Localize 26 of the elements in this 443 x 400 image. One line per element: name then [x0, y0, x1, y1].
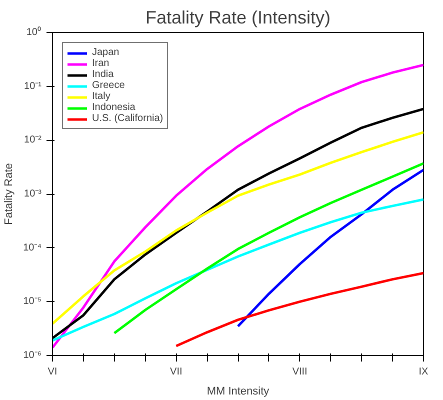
y-tick-label: 10⁻⁵: [23, 296, 42, 308]
y-axis-title: Fatality Rate: [3, 163, 16, 225]
y-tick-label: 10⁻⁶: [23, 350, 42, 361]
legend-label: Italy: [92, 91, 112, 102]
line-series: [174, 272, 424, 348]
legend-label: Greece: [92, 80, 125, 91]
line-series: [113, 162, 424, 334]
line-series: [236, 168, 424, 328]
y-tick-label: 10⁰: [26, 26, 42, 38]
line-series: [52, 131, 424, 325]
y-tick-label: 10⁻⁴: [23, 242, 42, 254]
legend-label: Iran: [92, 58, 110, 69]
line-series: [52, 198, 424, 342]
x-tick-label: VIII: [292, 366, 308, 378]
x-tick-label: VII: [170, 366, 182, 378]
x-tick-label: VI: [48, 366, 58, 378]
y-tick-label: 10⁻¹: [24, 80, 42, 92]
legend-label: Japan: [92, 47, 120, 58]
legend-label: India: [92, 69, 114, 80]
chart-title: Fatality Rate (Intensity): [145, 8, 331, 28]
x-axis-title: MM Intensity: [206, 386, 270, 398]
x-tick-label: IX: [418, 366, 429, 378]
legend-label: Indonesia: [92, 102, 136, 113]
y-tick-label: 10⁻³: [24, 188, 42, 200]
legend-label: U.S. (California): [92, 113, 164, 124]
y-tick-label: 10⁻²: [24, 134, 42, 146]
